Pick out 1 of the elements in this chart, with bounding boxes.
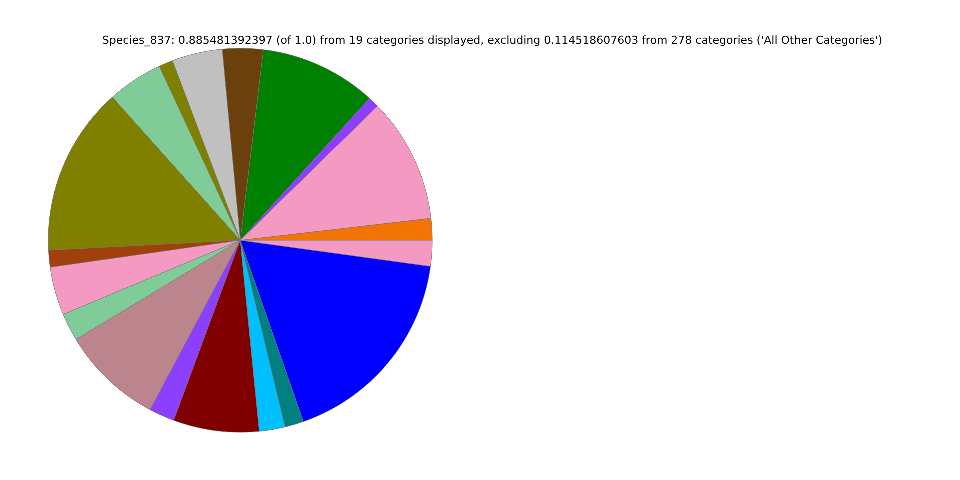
text: Species_837: 0.885481392397 (of 1.0) from 19 categories displayed, excluding 0.114518607603 from 278 categories ('All Other Categories') bbox=[102, 34, 883, 47]
